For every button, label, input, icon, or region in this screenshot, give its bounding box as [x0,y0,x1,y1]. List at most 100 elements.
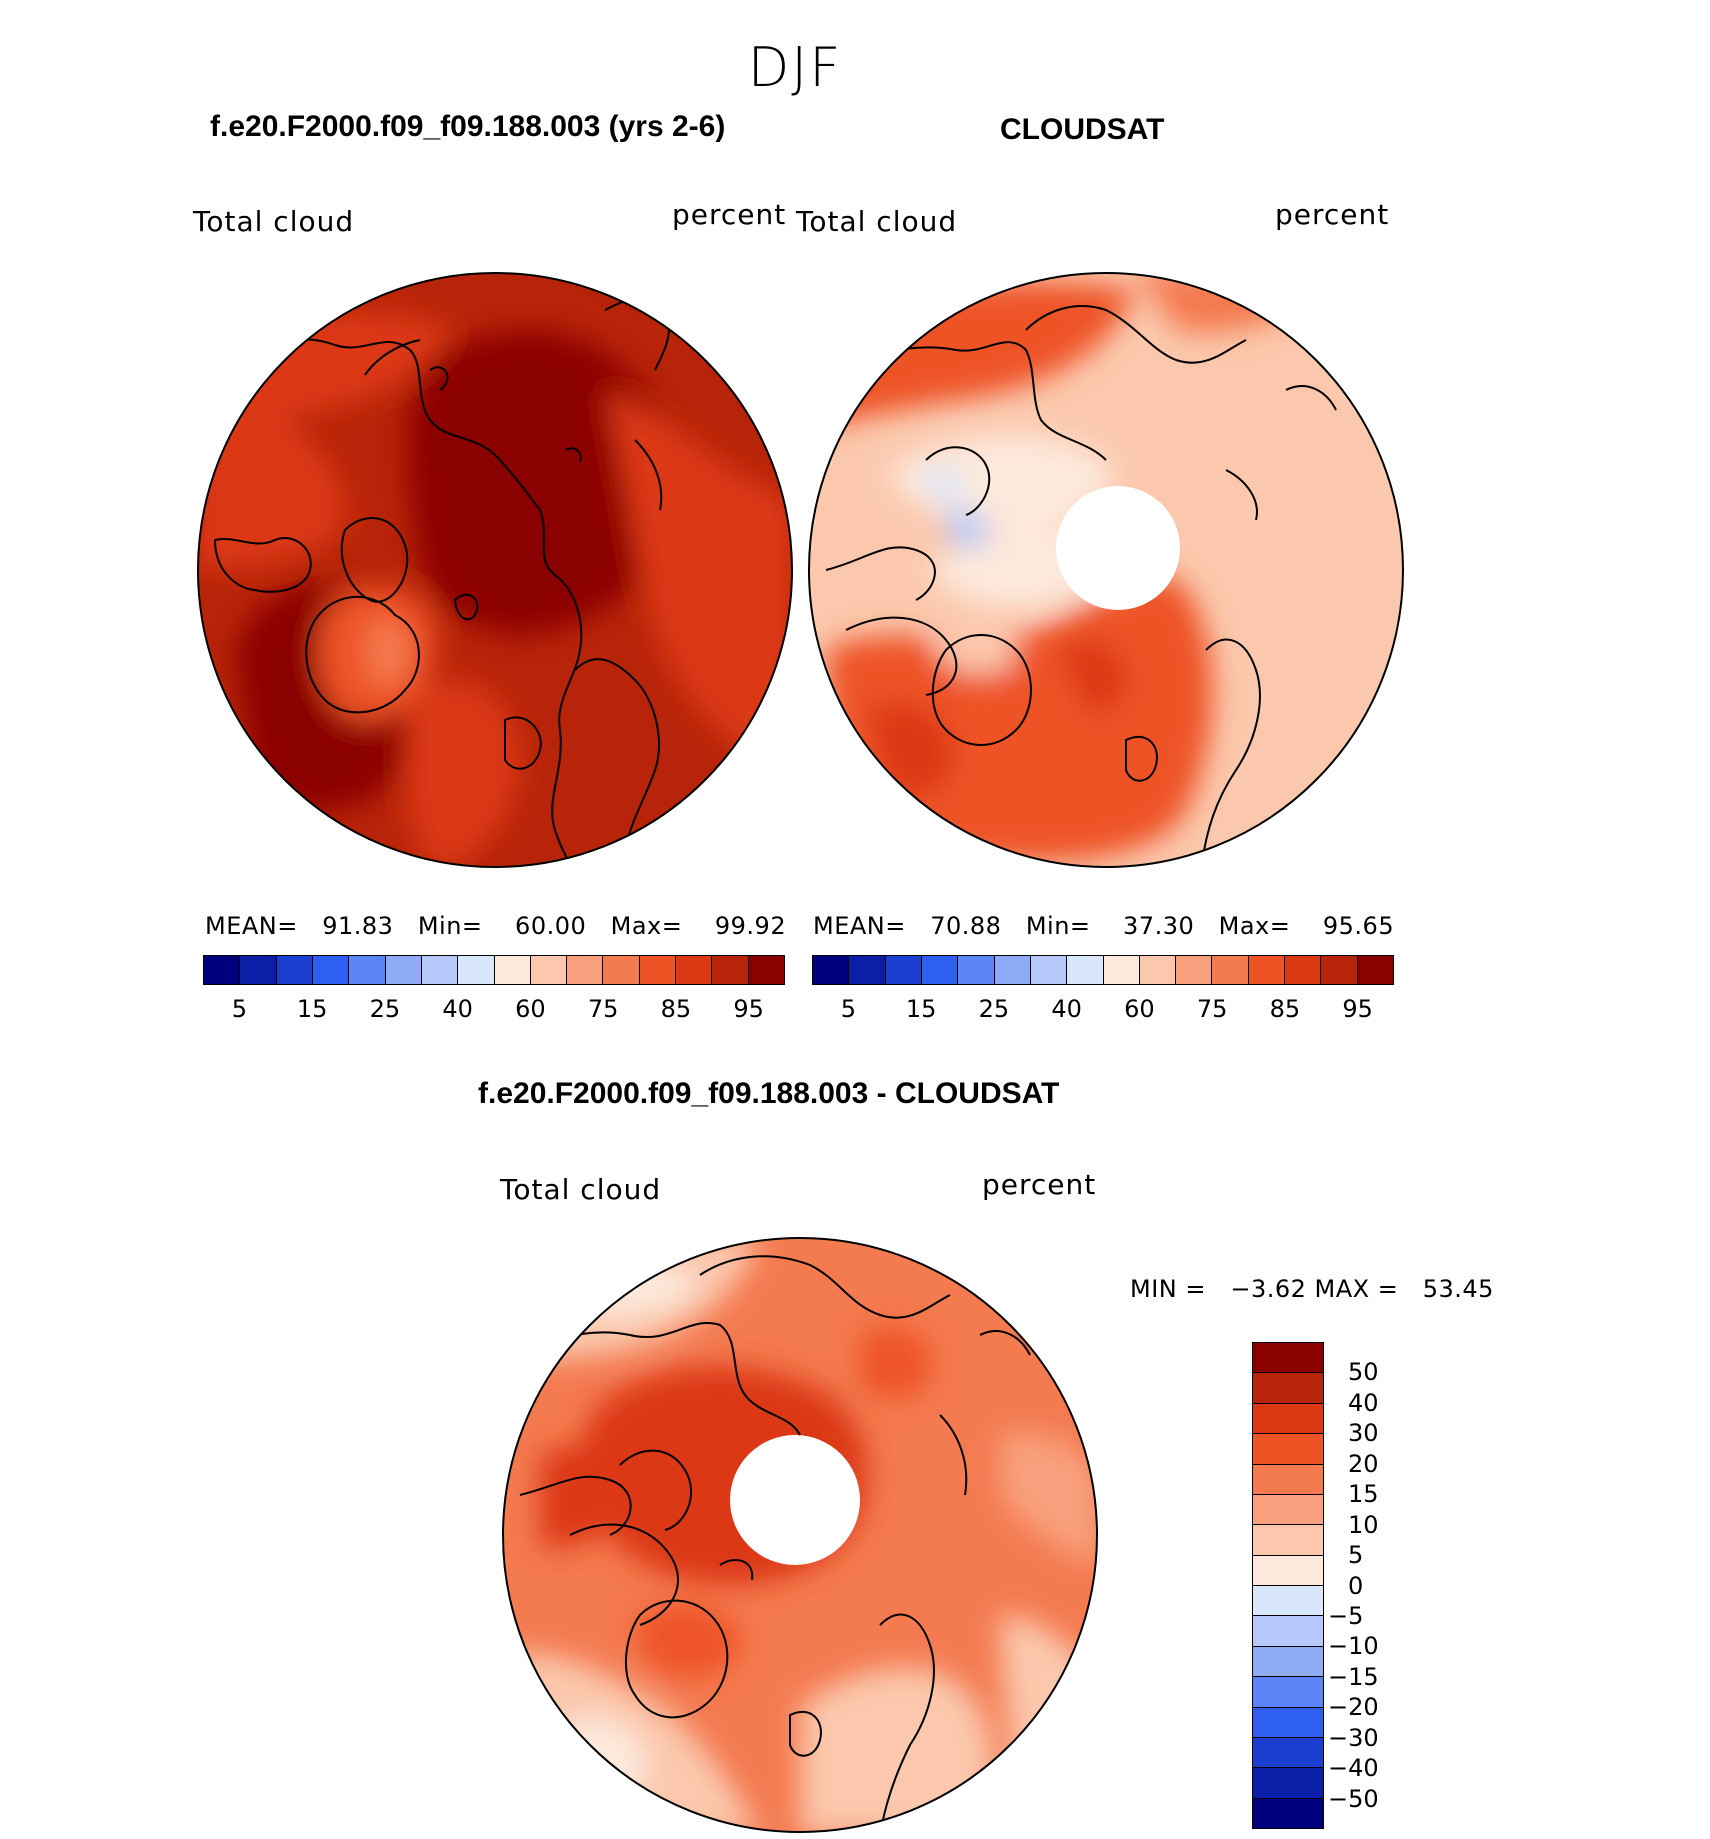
colorbar-tick-label: 60 [515,995,546,1023]
colorbar-swatch [204,956,241,984]
colorbar-swatch [276,956,313,984]
panel2-stats: MEAN= 70.88 Min= 37.30 Max= 95.65 [813,912,1395,940]
panel1-units-label: percent [672,198,787,231]
colorbar-swatch [1103,956,1140,984]
colorbar-tick-label: 10 [1348,1510,1379,1539]
colorbar-tick-label: −5 [1328,1601,1364,1630]
colorbar-swatch [813,956,850,984]
colorbar-swatch [530,956,568,984]
colorbar-swatch [849,956,886,984]
colorbar-swatch [994,956,1031,984]
diff-colorbar [1252,1342,1324,1829]
colorbar-swatch [1139,956,1177,984]
colorbar-tick-label: 15 [296,995,328,1023]
colorbar-tick-label: 20 [1348,1449,1379,1478]
panel1-colorbar-ticks: 5 15 25 40 60 75 85 95 [203,995,785,1025]
colorbar-swatch [421,956,459,984]
colorbar-tick-label: 50 [1348,1358,1379,1387]
diff-units-label: percent [982,1168,1097,1201]
colorbar-swatch [1253,1434,1323,1465]
panel2-units-label: percent [1275,198,1390,231]
panel1-variable-label: Total cloud [193,205,355,238]
panel2-variable-label: Total cloud [796,205,958,238]
diff-minmax: MIN = −3.62 MAX = 53.45 [1130,1275,1494,1303]
colorbar-tick-label: 60 [1124,995,1155,1023]
colorbar-tick-label: 85 [660,995,692,1023]
colorbar-tick-label: 40 [1348,1388,1379,1417]
colorbar-swatch [639,956,677,984]
colorbar-tick-label: 40 [1051,995,1082,1023]
colorbar-tick-label: 40 [442,995,473,1023]
colorbar-swatch [1253,1768,1323,1799]
colorbar-swatch [1253,1373,1323,1404]
colorbar-swatch [385,956,422,984]
colorbar-swatch [1253,1707,1323,1738]
colorbar-swatch [958,956,995,984]
colorbar-swatch [1253,1403,1323,1435]
colorbar-swatch [1357,956,1393,984]
colorbar-swatch [1212,956,1249,984]
colorbar-tick-label: 0 [1348,1571,1364,1600]
colorbar-tick-label: −10 [1328,1632,1379,1661]
colorbar-swatch [1253,1798,1323,1828]
colorbar-tick-label: −50 [1328,1784,1379,1813]
colorbar-swatch [712,956,749,984]
panel2-colorbar-ticks: 5 15 25 40 60 75 85 95 [812,995,1394,1025]
difference-polar-map [502,1237,1098,1833]
colorbar-tick-label: 15 [905,995,937,1023]
colorbar-tick-label: 75 [587,995,619,1023]
colorbar-tick-label: −30 [1328,1723,1379,1752]
colorbar-swatch [1248,956,1286,984]
colorbar-swatch [349,956,386,984]
colorbar-swatch [885,956,922,984]
colorbar-tick-label: 15 [1348,1480,1379,1509]
panel1-title: f.e20.F2000.f09_f09.188.003 (yrs 2-6) [210,110,726,143]
colorbar-swatch [748,956,784,984]
colorbar-swatch [1253,1555,1323,1586]
colorbar-swatch [1176,956,1213,984]
colorbar-swatch [1253,1677,1323,1708]
colorbar-tick-label: 25 [369,995,401,1023]
colorbar-swatch [603,956,640,984]
colorbar-tick-label: 75 [1196,995,1228,1023]
colorbar-swatch [1067,956,1104,984]
colorbar-tick-label: 85 [1269,995,1301,1023]
colorbar-swatch [1253,1464,1323,1495]
colorbar-swatch [1253,1343,1323,1374]
colorbar-swatch [312,956,350,984]
colorbar-swatch [240,956,277,984]
colorbar-tick-label: 5 [1348,1541,1364,1570]
colorbar-swatch [1285,956,1322,984]
colorbar-tick-label: 30 [1348,1419,1379,1448]
colorbar-swatch [567,956,604,984]
colorbar-swatch [1030,956,1068,984]
colorbar-swatch [1253,1494,1323,1526]
colorbar-swatch [458,956,495,984]
colorbar-tick-label: 95 [1342,995,1373,1023]
panel1-stats: MEAN= 91.83 Min= 60.00 Max= 99.92 [205,912,787,940]
season-title: DJF [747,36,843,99]
panel2-title: CLOUDSAT [1000,113,1165,146]
colorbar-tick-label: −15 [1328,1662,1379,1691]
colorbar-swatch [1321,956,1358,984]
colorbar-swatch [676,956,713,984]
colorbar-tick-label: 5 [231,995,248,1023]
panel1-colorbar [203,955,785,985]
diff-colorbar-ticks: 50 40 30 20 15 10 5 0 −5 −10 −15 −20 −30 −40 −50 [1328,1342,1410,1829]
colorbar-tick-label: −40 [1328,1754,1379,1783]
colorbar-swatch [494,956,531,984]
diff-variable-label: Total cloud [500,1173,662,1206]
panel2-colorbar [812,955,1394,985]
colorbar-swatch [921,956,959,984]
colorbar-swatch [1253,1586,1323,1617]
cloudsat-polar-map [808,272,1404,868]
colorbar-swatch [1253,1646,1323,1678]
colorbar-tick-label: 95 [733,995,764,1023]
colorbar-swatch [1253,1525,1323,1556]
model-polar-map [197,272,793,868]
colorbar-tick-label: 5 [840,995,857,1023]
colorbar-tick-label: 25 [978,995,1010,1023]
diff-title: f.e20.F2000.f09_f09.188.003 - CLOUDSAT [478,1077,1060,1110]
colorbar-swatch [1253,1737,1323,1769]
colorbar-tick-label: −20 [1328,1693,1379,1722]
